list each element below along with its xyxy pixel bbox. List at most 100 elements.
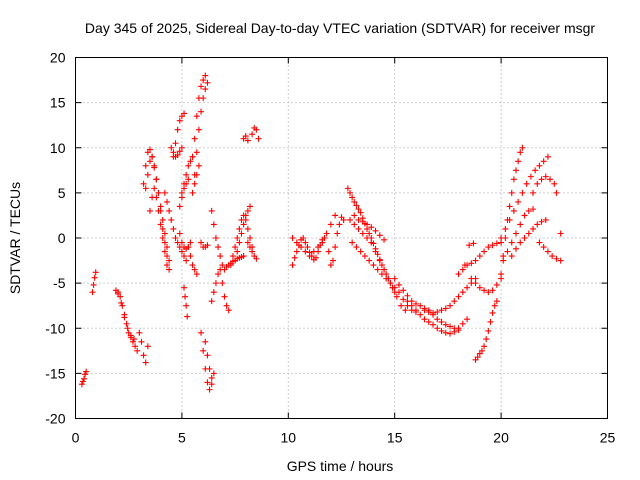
data-point (430, 309, 437, 316)
data-point (119, 302, 126, 309)
data-point (195, 162, 202, 169)
data-point (481, 287, 488, 294)
data-point (208, 207, 215, 214)
data-point (378, 262, 385, 269)
data-point (219, 280, 226, 287)
data-point (193, 171, 200, 178)
data-point (481, 343, 488, 350)
data-point (304, 244, 311, 251)
data-point (181, 185, 188, 192)
data-point (166, 207, 173, 214)
data-point (361, 253, 368, 260)
data-point (249, 131, 256, 138)
data-point (506, 203, 513, 210)
series-arc-c4 (161, 189, 190, 264)
data-point (536, 239, 543, 246)
data-point (234, 248, 241, 255)
data-point (417, 302, 424, 309)
data-point (502, 225, 509, 232)
data-point (142, 359, 149, 366)
data-point (327, 262, 334, 269)
data-point (489, 287, 496, 294)
data-point (219, 262, 226, 269)
x-axis-label: GPS time / hours (287, 458, 394, 474)
data-point (140, 180, 147, 187)
data-point (464, 284, 471, 291)
data-point (159, 225, 166, 232)
data-point (466, 242, 473, 249)
data-point (200, 347, 207, 354)
data-point (447, 323, 454, 330)
data-point (174, 126, 181, 133)
data-point (170, 149, 177, 156)
data-point (312, 254, 319, 261)
data-point (393, 293, 400, 300)
data-point (161, 248, 168, 255)
data-point (242, 212, 249, 219)
data-point (434, 316, 441, 323)
data-point (202, 338, 209, 345)
data-point (325, 248, 332, 255)
data-point (487, 318, 494, 325)
data-point (92, 269, 99, 276)
data-point (185, 244, 192, 251)
data-point (221, 293, 228, 300)
series-arc-o4 (508, 216, 549, 260)
x-tick-label-5: 5 (178, 430, 186, 446)
series-arc-o3 (500, 206, 537, 264)
series-arc-j2 (249, 124, 262, 142)
data-point (90, 281, 97, 288)
data-point (451, 328, 458, 335)
series-arc-h2 (208, 266, 224, 305)
data-point (404, 298, 411, 305)
data-point (517, 149, 524, 156)
data-point (181, 110, 188, 117)
data-point (204, 242, 211, 249)
data-point (302, 239, 309, 246)
data-point (159, 216, 166, 223)
data-point (430, 321, 437, 328)
data-point (498, 235, 505, 241)
data-point (434, 325, 441, 332)
data-point (517, 239, 524, 246)
data-point (536, 162, 543, 169)
data-point (525, 230, 532, 237)
data-point (198, 239, 205, 246)
data-point (306, 253, 313, 260)
data-point (512, 245, 519, 252)
data-point (198, 329, 205, 336)
data-point (164, 198, 171, 205)
data-point (174, 151, 181, 158)
data-point (504, 248, 511, 255)
data-point (370, 262, 377, 269)
data-point (544, 153, 551, 160)
data-point (387, 280, 394, 287)
data-point (161, 189, 168, 196)
series-arc-o5 (530, 173, 560, 196)
data-point (510, 207, 517, 214)
data-point (195, 126, 202, 133)
data-point (523, 180, 530, 187)
data-point (515, 198, 522, 205)
data-point (181, 253, 188, 260)
data-point (336, 221, 343, 228)
data-point (183, 180, 190, 187)
series-arc-d4 (176, 176, 192, 210)
data-point (459, 320, 466, 327)
data-point (461, 262, 468, 269)
data-point (172, 235, 179, 241)
data-point (121, 314, 128, 321)
data-point (166, 257, 173, 264)
data-point (540, 244, 547, 251)
series-arc-i4 (244, 239, 260, 262)
series-arc-d2 (168, 144, 185, 160)
data-point (183, 171, 190, 178)
y-axis-label: SDTVAR / TECUs (7, 182, 23, 294)
data-point (359, 230, 366, 237)
data-point (532, 167, 539, 174)
data-point (357, 209, 364, 216)
data-point (210, 221, 217, 228)
data-point (142, 185, 149, 192)
data-point (349, 239, 356, 246)
data-point (332, 244, 339, 251)
